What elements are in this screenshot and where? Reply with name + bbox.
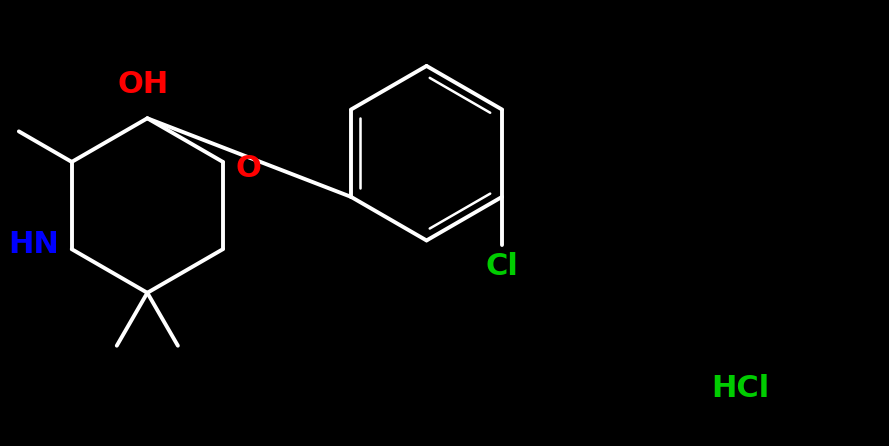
Text: HCl: HCl <box>711 374 770 403</box>
Text: HN: HN <box>8 230 59 259</box>
Text: Cl: Cl <box>485 252 518 281</box>
Text: OH: OH <box>117 70 169 99</box>
Text: O: O <box>236 154 262 183</box>
